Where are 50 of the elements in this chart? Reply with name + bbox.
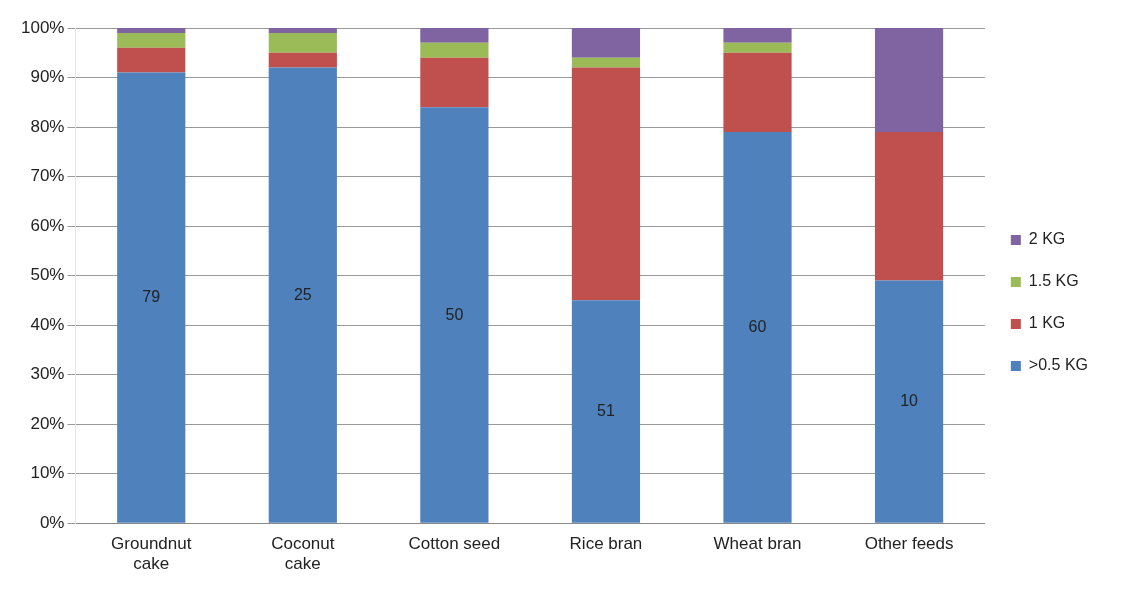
x-tick-label: Other feeds [864, 534, 954, 554]
x-tick-label: Cotton seed [408, 534, 501, 554]
bar [420, 107, 489, 523]
annotation: 60 [748, 318, 767, 335]
bar [571, 67, 641, 301]
bar [723, 131, 792, 523]
bar [420, 28, 489, 43]
y-tick-label: 40% [30, 314, 65, 334]
x-tick-label: Groundnut cake [111, 534, 192, 574]
annotation: 10 [900, 392, 919, 410]
y-tick-label: 10% [30, 463, 65, 483]
legend-label: 2 KG [1028, 230, 1066, 248]
bar [571, 28, 641, 58]
bar [117, 32, 186, 48]
y-tick-label: 60% [30, 215, 65, 235]
bar [723, 42, 792, 53]
bar [268, 52, 337, 68]
annotation: 51 [597, 402, 615, 420]
y-tick-label: 70% [30, 166, 65, 186]
bar [268, 32, 337, 53]
annotation: 25 [293, 285, 312, 303]
y-tick-label: 80% [30, 116, 65, 136]
legend-label: >0.5 KG [1028, 356, 1089, 374]
bar [420, 42, 489, 58]
y-tick-label: 20% [30, 413, 65, 433]
legend-label: 1.5 KG [1028, 272, 1079, 290]
bar [420, 57, 489, 108]
x-tick-label: Wheat bran [713, 534, 802, 554]
y-tick-label: 100% [21, 17, 65, 37]
bar [723, 28, 792, 43]
bar [874, 28, 944, 132]
bar [874, 280, 944, 523]
y-tick-label: 0% [39, 512, 65, 532]
y-tick-label: 50% [30, 265, 65, 285]
x-tick-label: Rice bran [569, 534, 643, 554]
annotation: 50 [445, 305, 464, 323]
bar [874, 131, 944, 281]
bar [571, 57, 641, 68]
bar [268, 67, 337, 523]
y-tick-label: 90% [30, 67, 65, 87]
annotation: 79 [142, 288, 161, 306]
y-tick-label: 30% [30, 364, 65, 384]
x-tick-label: Coconut cake [271, 534, 335, 574]
bar [117, 47, 186, 73]
bar [723, 52, 792, 132]
bar [571, 300, 641, 523]
bar [117, 72, 186, 523]
bar [117, 28, 186, 33]
legend-label: 1 KG [1028, 314, 1066, 332]
bar [268, 28, 337, 33]
